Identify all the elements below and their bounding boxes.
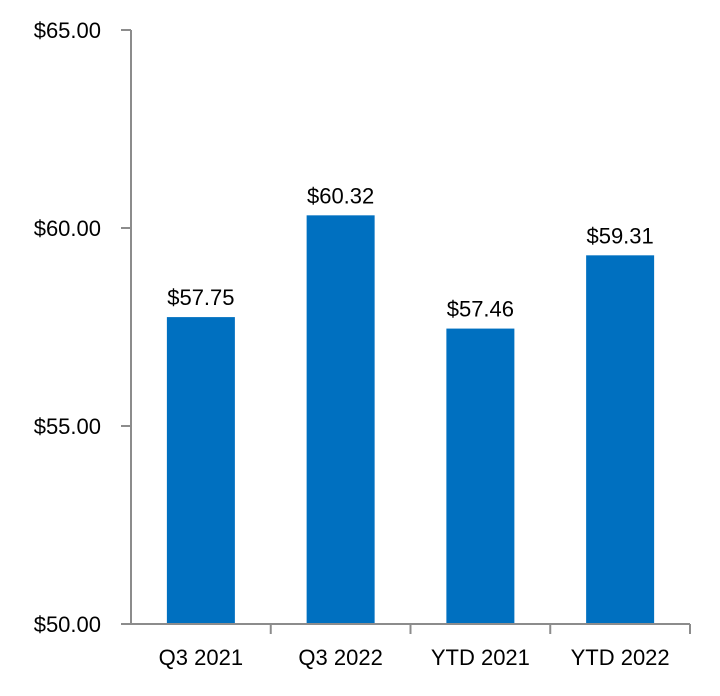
data-label: $59.31 (586, 223, 653, 248)
data-label: $57.75 (167, 285, 234, 310)
x-tick-label: Q3 2021 (159, 645, 243, 670)
data-labels-layer: $57.75 $60.32 $57.46 $59.31 (167, 183, 654, 321)
y-tick-label: $60.00 (34, 216, 101, 241)
data-label: $60.32 (307, 183, 374, 208)
bar (586, 255, 655, 624)
y-tick-label: $55.00 (34, 414, 101, 439)
y-tick-label: $65.00 (34, 18, 101, 43)
x-tick-label: YTD 2022 (571, 645, 670, 670)
ticks-layer: $50.00 $55.00 $60.00 $65.00 Q3 2021 Q3 2022 YT… (34, 18, 691, 670)
bars-layer (166, 215, 655, 624)
axes-layer (121, 30, 690, 625)
bar (446, 328, 515, 624)
data-label: $57.46 (447, 297, 514, 322)
x-tick-label: YTD 2021 (431, 645, 530, 670)
bar (166, 317, 235, 624)
bar (306, 215, 375, 624)
x-tick-label: Q3 2022 (298, 645, 382, 670)
y-tick-label: $50.00 (34, 612, 101, 637)
